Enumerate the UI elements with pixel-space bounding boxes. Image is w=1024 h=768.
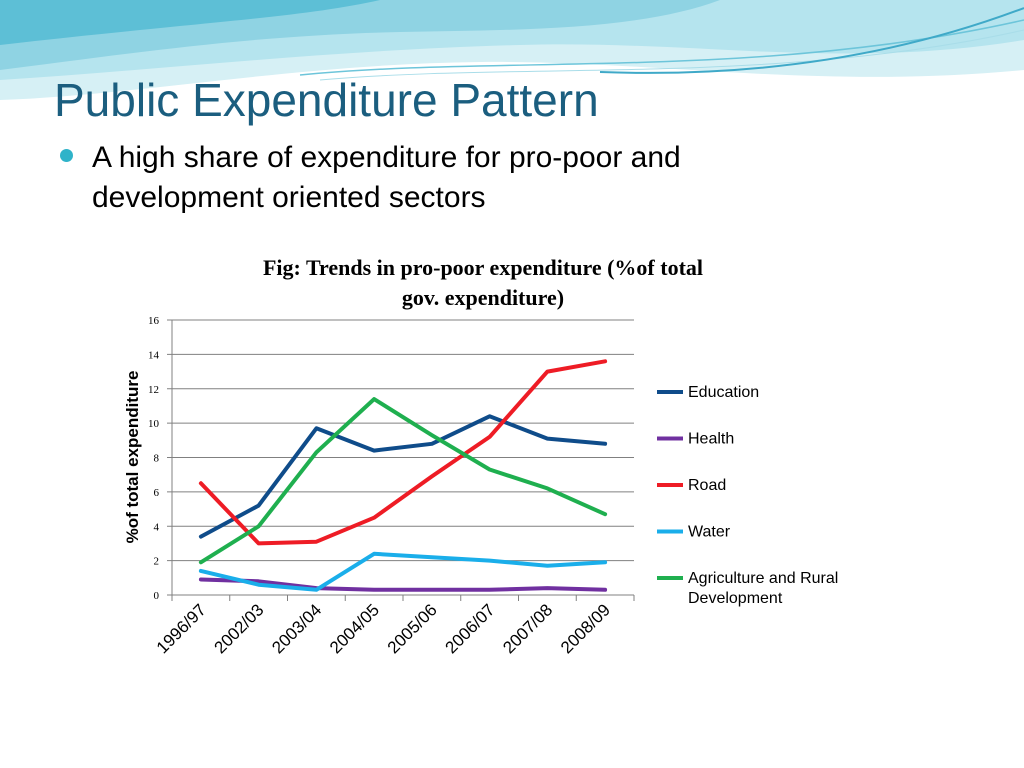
axes: 0 2 4 6 8 10 12 14 16 1996/97 2002/03 2003/04 2004/0… (148, 315, 635, 657)
series-line-2 (198, 359, 608, 546)
y-tick-label: 0 (154, 590, 160, 602)
y-tick-label: 12 (148, 384, 159, 396)
x-tick-label: 2007/08 (499, 600, 556, 657)
x-tick-label: 2005/06 (384, 600, 441, 657)
x-tick-label: 2006/07 (442, 600, 499, 657)
legend-label: Road (688, 477, 726, 494)
y-tick-label: 2 (154, 556, 160, 568)
y-tick-label: 6 (154, 487, 160, 499)
series-line-3 (198, 551, 608, 592)
series-lines (198, 359, 608, 592)
series-line-4 (198, 397, 608, 565)
x-tick-label: 2008/09 (557, 600, 614, 657)
x-tick-label: 2004/05 (326, 600, 383, 657)
slide-title: Public Expenditure Pattern (54, 74, 599, 126)
legend-label: Water (688, 524, 731, 541)
chart-title-line-1: Fig: Trends in pro-poor expenditure (%of… (263, 255, 703, 280)
y-tick-label: 8 (154, 453, 160, 465)
gridlines (172, 319, 634, 562)
x-tick-label: 2002/03 (211, 600, 268, 657)
y-tick-label: 10 (148, 418, 160, 430)
legend-label: Education (688, 384, 759, 401)
bullet-text: A high share of expenditure for pro-poor… (92, 141, 681, 214)
x-tick-label: 2003/04 (268, 600, 325, 657)
bullet-dot-icon (60, 149, 73, 162)
legend-label: Agriculture and Rural Development (688, 570, 838, 607)
series-line-1 (198, 577, 608, 592)
series-line-0 (198, 414, 608, 539)
x-tick-label: 1996/97 (153, 600, 210, 657)
header-wave-banner (0, 0, 1024, 120)
chart-title-line-2: gov. expenditure) (402, 285, 564, 310)
y-tick-label: 14 (148, 349, 160, 361)
legend-label: Health (688, 431, 734, 448)
legend: Education Health Road Water Agriculture and … (657, 384, 838, 607)
y-axis-title: %of total expenditure (123, 371, 142, 544)
y-tick-label: 16 (148, 315, 160, 327)
bullet-item: A high share of expenditure for pro-poor… (58, 138, 818, 218)
y-tick-label: 4 (154, 521, 160, 533)
